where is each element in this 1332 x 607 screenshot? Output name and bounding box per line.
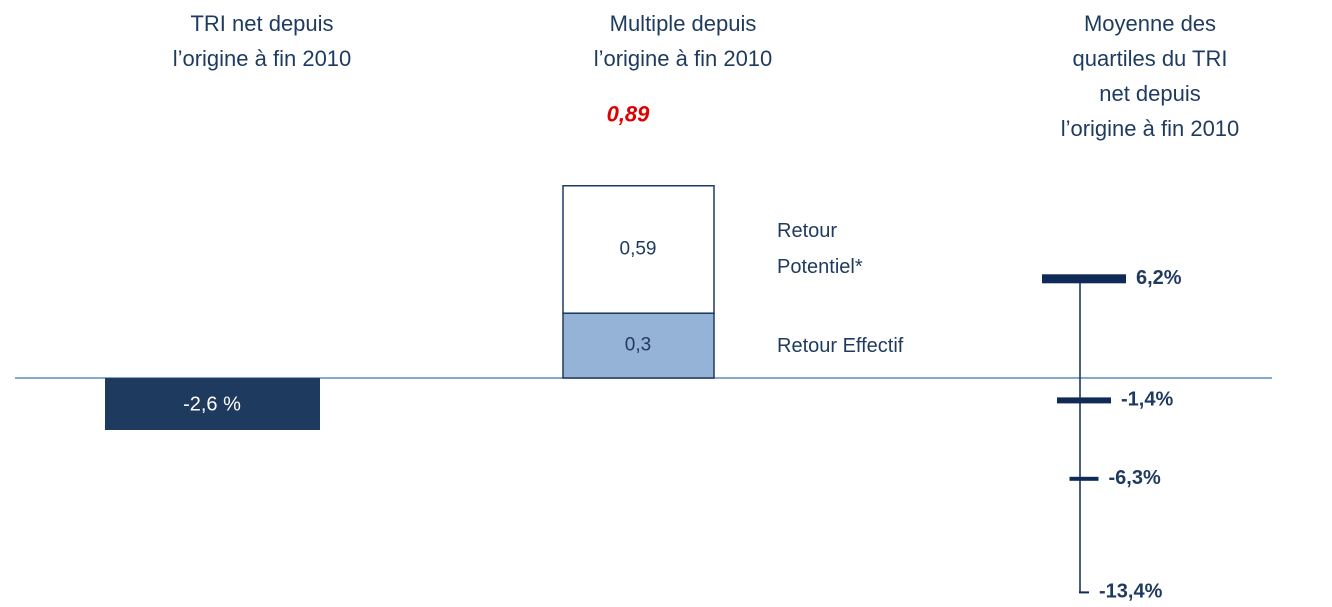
- quartile-marker: [1057, 397, 1111, 404]
- value-label: -6,3%: [1109, 467, 1161, 489]
- bar: [105, 378, 320, 430]
- legend-entry: Retour Effectif: [777, 334, 904, 357]
- bar-segment: [562, 312, 715, 379]
- quartile-marker: [1079, 591, 1089, 594]
- legend-entry: Retour Potentiel*: [777, 220, 863, 279]
- chart-title: Multiple depuis l’origine à fin 2010: [593, 11, 773, 71]
- quartile-marker: [1069, 476, 1099, 481]
- total-label: 0,89: [607, 102, 651, 127]
- value-label: -13,4%: [1099, 581, 1163, 603]
- value-label: 6,2%: [1136, 267, 1182, 289]
- quartile-marker: [1042, 274, 1126, 284]
- value-label: -2,6 %: [183, 393, 241, 415]
- chart-title: Moyenne des quartiles du TRI net depuis …: [1060, 11, 1240, 141]
- value-label: 0,3: [625, 335, 651, 356]
- value-label: -1,4%: [1121, 389, 1173, 411]
- chart-title: TRI net depuis l’origine à fin 2010: [172, 11, 352, 71]
- value-label: 0,59: [620, 238, 657, 259]
- bar-segment: [562, 185, 715, 314]
